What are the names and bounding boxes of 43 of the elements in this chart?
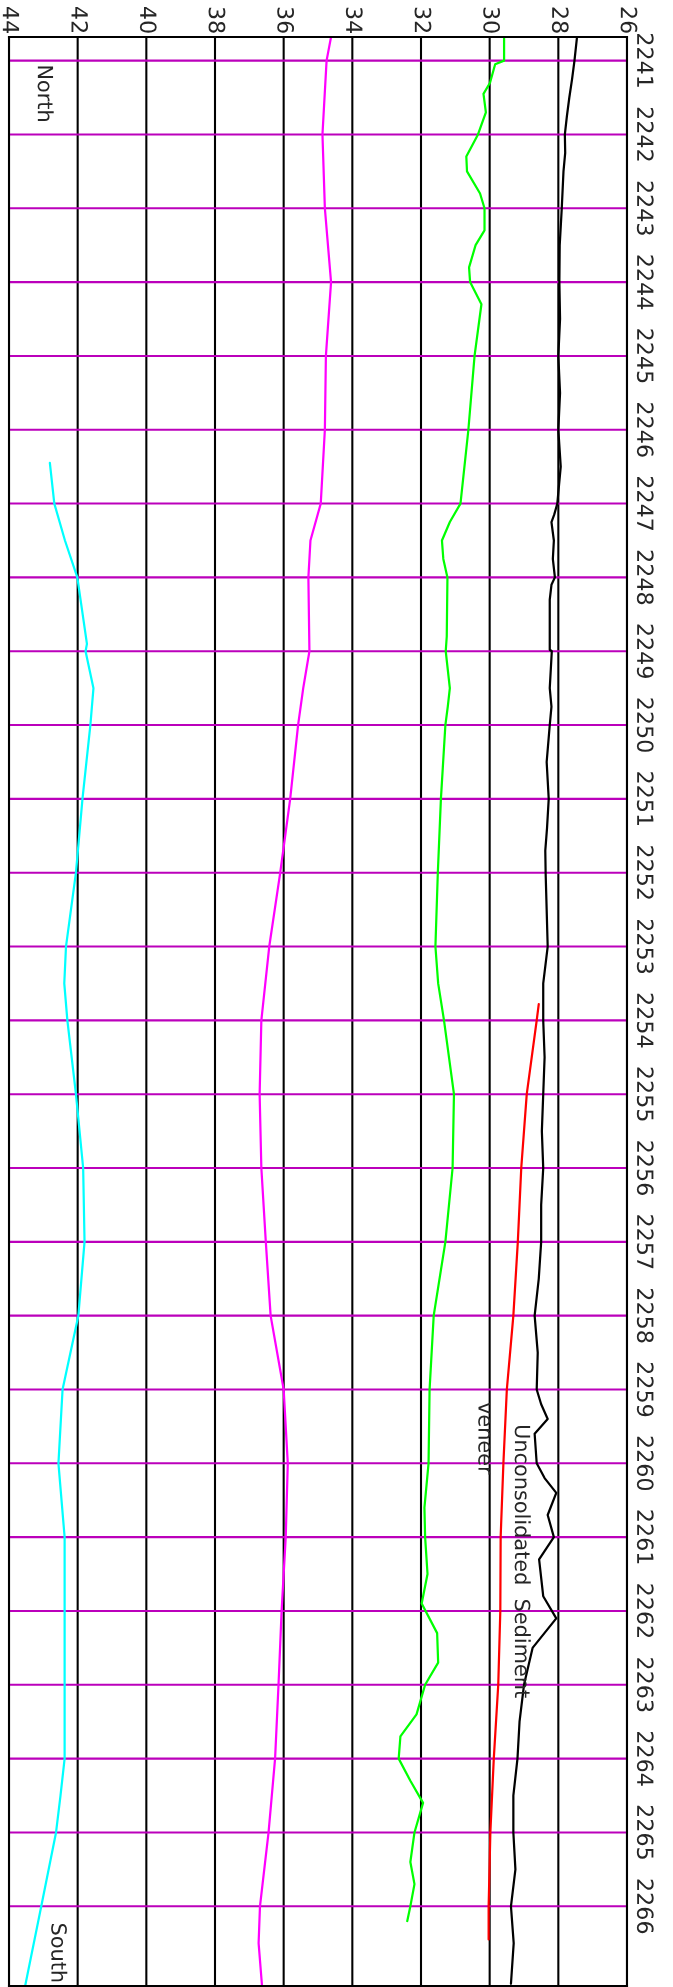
x-tick-label: 32 (414, 7, 432, 32)
y-tick-label: 2260 (636, 1436, 654, 1491)
y-tick-label: 2241 (637, 33, 654, 87)
y-tick-label: 2266 (636, 1879, 654, 1934)
y-tick-label: 2265 (636, 1805, 654, 1859)
y-tick-label: 2253 (636, 919, 654, 974)
x-tick-label: 38 (208, 7, 226, 33)
x-tick-label: 40 (139, 7, 157, 33)
y-tick-label: 2257 (636, 1215, 654, 1269)
x-tick-label: 30 (483, 7, 501, 33)
annotation: Unconsolidated Sediment (514, 1425, 531, 1698)
annotation: North (37, 66, 54, 121)
y-tick-label: 2259 (636, 1362, 654, 1417)
y-tick-label: 2263 (636, 1658, 654, 1712)
y-tick-label: 2243 (636, 181, 654, 235)
line-series (257, 37, 333, 1986)
y-tick-label: 2244 (637, 255, 654, 310)
line-series (24, 461, 95, 1986)
x-tick-label: 28 (551, 7, 569, 33)
y-tick-label: 2252 (636, 846, 654, 899)
y-tick-label: 2264 (636, 1731, 654, 1786)
y-tick-label: 2254 (636, 993, 654, 1048)
y-tick-label: 2256 (636, 1141, 654, 1195)
y-tick-label: 2261 (636, 1510, 654, 1564)
y-tick-label: 2262 (636, 1584, 654, 1638)
x-tick-label: 36 (277, 7, 295, 33)
y-tick-label: 2246 (636, 403, 654, 457)
x-tick-label: 26 (620, 7, 638, 33)
y-tick-label: 2248 (636, 550, 654, 605)
y-tick-label: 2258 (636, 1289, 654, 1343)
y-tick-label: 2249 (636, 624, 654, 678)
x-tick-label: 34 (345, 7, 363, 33)
y-tick-label: 2247 (637, 476, 654, 530)
y-tick-label: 2245 (636, 329, 654, 383)
x-tick-label: 44 (2, 7, 20, 33)
x-tick-label: 42 (71, 7, 89, 32)
line-series (397, 37, 506, 1923)
annotation: veneer (478, 1402, 491, 1475)
y-tick-label: 2255 (636, 1067, 654, 1121)
y-tick-label: 2242 (637, 107, 654, 161)
y-tick-label: 2250 (636, 698, 654, 752)
annotation: South (51, 1923, 68, 1982)
y-tick-label: 2251 (636, 772, 654, 826)
